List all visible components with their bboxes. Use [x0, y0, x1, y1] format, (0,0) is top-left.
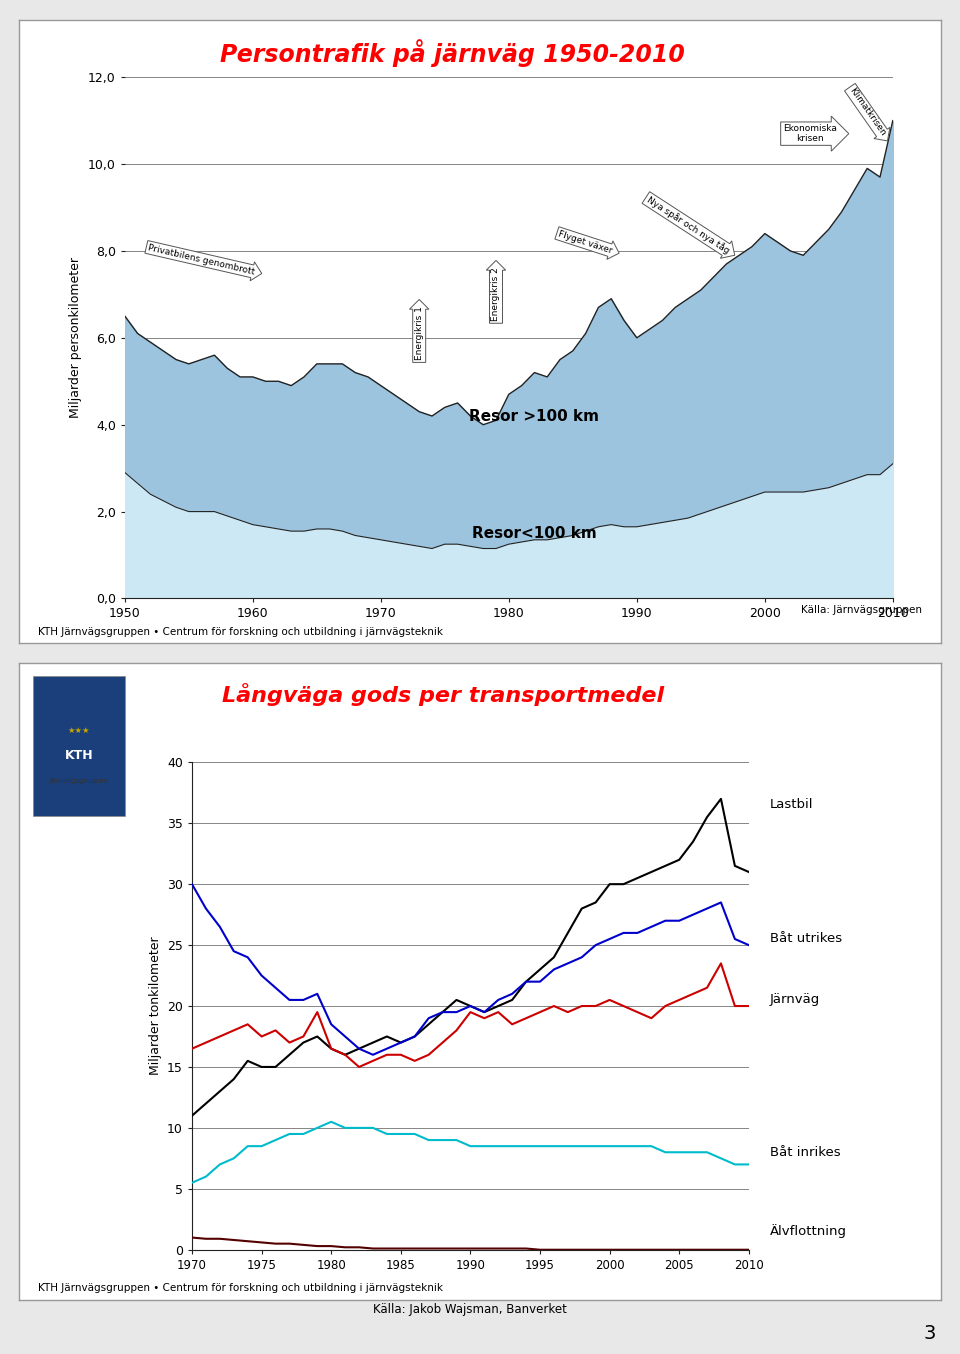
- Text: ★★★: ★★★: [68, 726, 90, 735]
- Text: Energikris 2: Energikris 2: [492, 268, 500, 321]
- Text: 3: 3: [924, 1324, 936, 1343]
- Text: Flyget växer: Flyget växer: [558, 229, 613, 256]
- Y-axis label: Miljarder personkilometer: Miljarder personkilometer: [69, 257, 83, 418]
- Text: Nya spår och nya tåg: Nya spår och nya tåg: [645, 195, 732, 256]
- Text: Resor >100 km: Resor >100 km: [469, 409, 599, 424]
- Text: Båt utrikes: Båt utrikes: [770, 933, 842, 945]
- Text: Lastbil: Lastbil: [770, 799, 813, 811]
- Text: KTH: KTH: [64, 749, 93, 762]
- Text: Båt inrikes: Båt inrikes: [770, 1145, 840, 1159]
- Text: Järnväg: Järnväg: [770, 994, 820, 1006]
- Text: Älvflottning: Älvflottning: [770, 1224, 847, 1239]
- Text: Resor<100 km: Resor<100 km: [472, 525, 597, 540]
- Text: Privatbilens genombrott: Privatbilens genombrott: [147, 242, 256, 276]
- Text: KTH Järnvägsgruppen • Centrum för forskning och utbildning i järnvägsteknik: KTH Järnvägsgruppen • Centrum för forskn…: [37, 627, 443, 636]
- Text: Källa: Järnvägsgruppen: Källa: Järnvägsgruppen: [802, 605, 923, 615]
- Text: KTH Järnvägsgruppen • Centrum för forskning och utbildning i järnvägsteknik: KTH Järnvägsgruppen • Centrum för forskn…: [37, 1284, 443, 1293]
- Bar: [33, 676, 125, 816]
- Text: Ekonomiska
krisen: Ekonomiska krisen: [782, 125, 836, 144]
- Text: Klimatkrisen: Klimatkrisen: [848, 87, 887, 138]
- Text: Långväga gods per transportmedel: Långväga gods per transportmedel: [222, 682, 664, 705]
- Text: Persontrafik på järnväg 1950-2010: Persontrafik på järnväg 1950-2010: [220, 39, 684, 66]
- Text: Järnvägsgruppen: Järnvägsgruppen: [50, 779, 108, 784]
- Text: Energikris 1: Energikris 1: [415, 306, 423, 360]
- Y-axis label: Miljarder tonkilometer: Miljarder tonkilometer: [149, 937, 161, 1075]
- Text: Källa: Jakob Wajsman, Banverket: Källa: Jakob Wajsman, Banverket: [373, 1304, 567, 1316]
